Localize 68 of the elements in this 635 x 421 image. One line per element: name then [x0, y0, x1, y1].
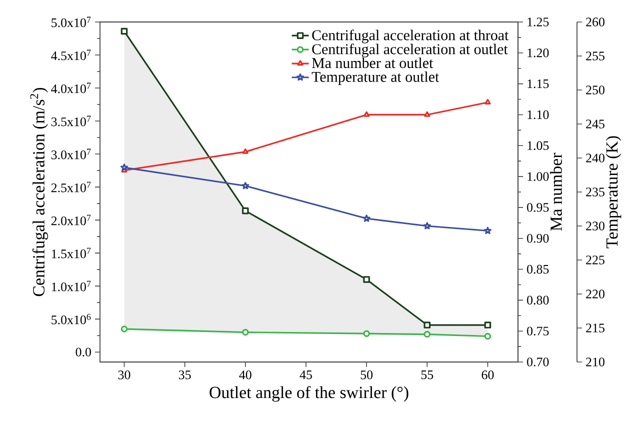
y-tick-label: 2.0x10$^{7}$	[51, 214, 91, 226]
legend-label: Centrifugal acceleration at throat	[312, 30, 509, 44]
y2-axis-title: Ma number	[550, 152, 562, 231]
y-tick-label: 1.0x10$^{7}$	[52, 280, 91, 292]
y-tick-label: 0.0	[76, 348, 91, 356]
point	[242, 148, 248, 154]
y-tick-label: 5.0x10$^{6}$	[52, 314, 91, 324]
y3-tick-label: 250	[586, 86, 604, 94]
x-tick-label: 45	[300, 370, 312, 380]
y2-tick-label: 1.20	[528, 48, 549, 58]
x-tick-label: 30	[118, 370, 130, 380]
y2-tick-label: 1.25	[528, 18, 549, 26]
y-tick-label: 3.0x10$^{7}$	[51, 148, 91, 160]
y2-tick-label: 0.80	[527, 296, 549, 305]
y3-tick-label: 215	[586, 324, 604, 332]
point	[364, 111, 370, 117]
y2-tick-label: 1.15	[528, 79, 549, 88]
point	[484, 332, 492, 340]
point	[484, 98, 491, 104]
y3-tick-label: 220	[586, 290, 604, 298]
y-tick-label: 1.5x10$^{7}$	[52, 248, 91, 258]
y2-tick-label: 0.75	[527, 326, 549, 336]
point	[362, 214, 370, 222]
point	[423, 222, 431, 230]
y3-axis-title: Temperature (K)	[606, 136, 622, 248]
y3-tick-label: 210	[586, 358, 604, 366]
x-axis-title: Outlet angle of the swirler (°)	[210, 386, 408, 402]
y2-tick-label: 1.05	[528, 141, 549, 150]
legend-label: Ma number at outlet	[312, 58, 434, 68]
y3-tick-label: 235	[586, 188, 604, 196]
point	[242, 207, 249, 214]
point	[242, 182, 250, 190]
point	[363, 330, 370, 338]
y3-tick-label: 260	[586, 18, 604, 26]
legend-label: Centrifugal acceleration at outlet	[312, 44, 508, 58]
y-tick-label: 4.0x10$^{7}$	[51, 82, 91, 94]
y3-tick-label: 255	[586, 52, 604, 60]
point	[424, 330, 431, 338]
y2-tick-label: 1.10	[528, 110, 549, 120]
point	[484, 322, 492, 328]
x-tick-label: 60	[482, 370, 494, 380]
point	[484, 226, 492, 234]
y2-tick-label: 1.00	[528, 172, 549, 181]
x-tick-label: 50	[360, 370, 373, 380]
x-tick-label: 55	[421, 370, 434, 380]
y2-tick-label: 0.90	[527, 234, 549, 243]
y-tick-label: 4.5x10$^{7}$	[51, 50, 91, 60]
y3-tick-label: 245	[586, 120, 604, 128]
y-tick-label: 2.5x10$^{7}$	[51, 182, 91, 192]
legend-label: Temperature at outlet	[312, 71, 440, 85]
point	[424, 322, 431, 328]
y3-tick-label: 240	[586, 154, 604, 162]
point	[242, 328, 249, 336]
y2-tick-label: 0.70	[527, 358, 549, 366]
y-tick-label: 5.0x10$^{7}$	[52, 16, 91, 28]
point	[363, 276, 370, 283]
point	[424, 111, 430, 117]
y3-tick-label: 225	[586, 256, 604, 264]
point	[120, 326, 128, 332]
y-axis-title: Centrifugal acceleration (m/s$^{2}$)	[30, 88, 48, 296]
y3-tick-label: 230	[586, 222, 604, 230]
point	[120, 164, 128, 171]
y-tick-label: 3.5x10$^{7}$	[51, 116, 91, 126]
y2-tick-label: 0.85	[527, 264, 549, 274]
y2-tick-label: 0.95	[527, 203, 549, 212]
point	[120, 28, 128, 35]
x-tick-label: 40	[239, 370, 252, 380]
x-tick-label: 35	[178, 370, 191, 380]
